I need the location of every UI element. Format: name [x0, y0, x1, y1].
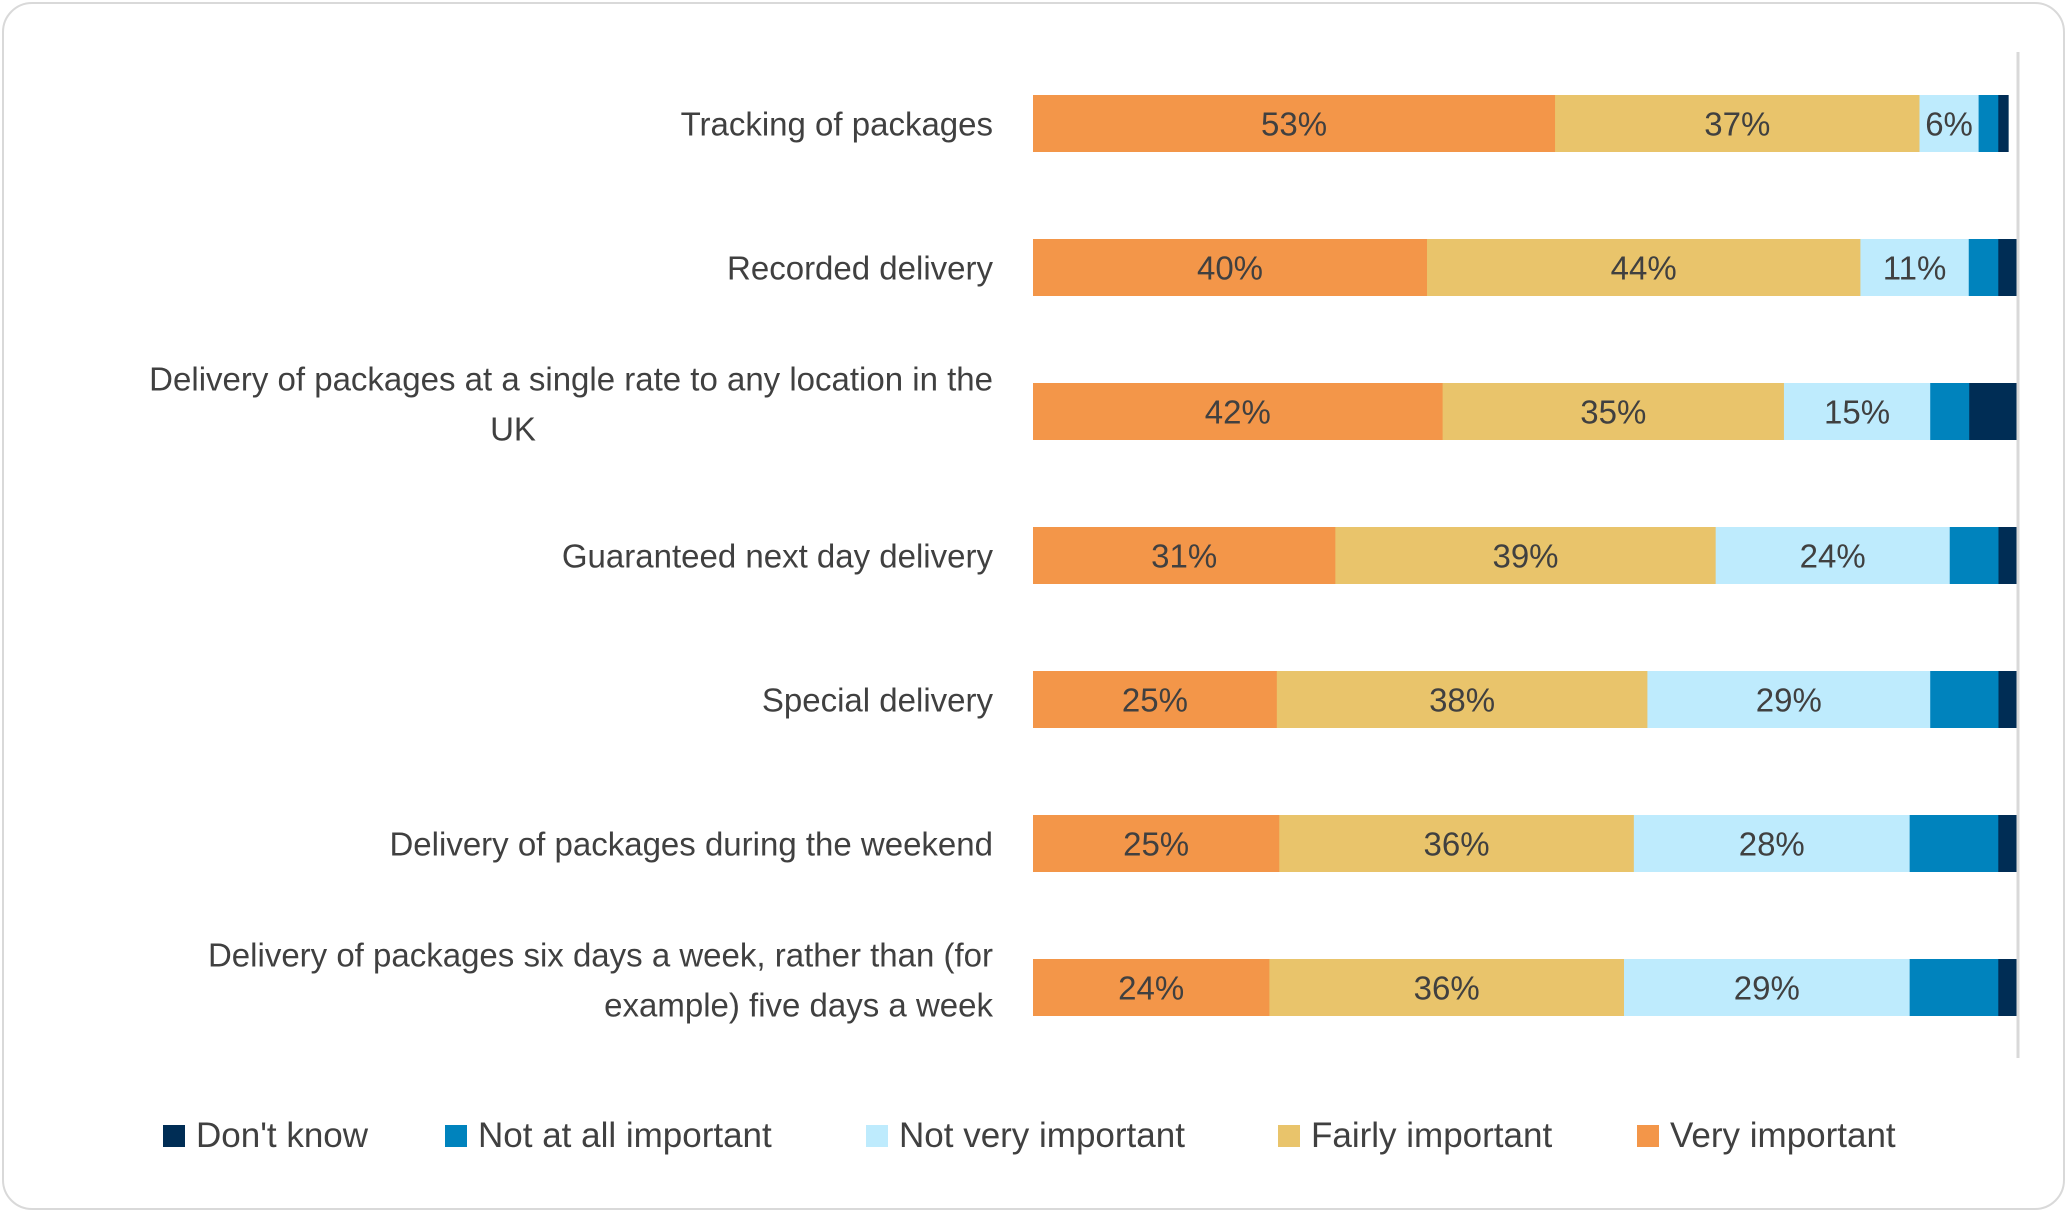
bar-segment-fairly-important: [1555, 95, 1920, 152]
bar-segment-not-at-all-important: [1909, 959, 1999, 1016]
legend-swatch: [1278, 1125, 1300, 1147]
bar-segment-very-important: [1033, 959, 1270, 1016]
category-label: Tracking of packages: [681, 106, 993, 143]
bar-segment-fairly-important: [1335, 527, 1717, 584]
data-label: 53%: [1261, 106, 1327, 143]
bar-segment-fairly-important: [1427, 239, 1861, 296]
data-label: 6%: [1925, 106, 1973, 143]
bar-segment-don-t-know: [1998, 239, 2019, 296]
bar-segment-fairly-important: [1442, 383, 1785, 440]
bar-segment-not-very-important: [1860, 239, 1970, 296]
data-label: 15%: [1824, 394, 1890, 431]
category-label: Delivery of packages six days a week, ra…: [208, 937, 993, 974]
data-label: 35%: [1580, 394, 1646, 431]
data-label: 25%: [1122, 682, 1188, 719]
bar-segment-not-very-important: [1919, 95, 1980, 152]
category-label: example) five days a week: [604, 987, 993, 1024]
bar-segment-don-t-know: [1969, 383, 2019, 440]
data-label: 44%: [1611, 250, 1677, 287]
category-label: Delivery of packages at a single rate to…: [149, 361, 993, 398]
legend-swatch: [445, 1125, 467, 1147]
bar-segment-very-important: [1033, 383, 1444, 440]
bar-segment-don-t-know: [1998, 671, 2019, 728]
bar-segment-not-very-important: [1624, 959, 1911, 1016]
category-label: Recorded delivery: [727, 250, 993, 287]
bar-segment-not-very-important: [1647, 671, 1931, 728]
data-label: 29%: [1756, 682, 1822, 719]
bar-segment-not-at-all-important: [1968, 239, 1999, 296]
data-label: 42%: [1205, 394, 1271, 431]
data-label: 39%: [1492, 538, 1558, 575]
data-label: 37%: [1704, 106, 1770, 143]
bar-segment-not-at-all-important: [1930, 671, 1999, 728]
bar-segment-don-t-know: [1998, 815, 2019, 872]
bar-segment-very-important: [1033, 671, 1278, 728]
bar-segment-fairly-important: [1276, 671, 1648, 728]
bar-segment-very-important: [1033, 95, 1556, 152]
bar-segment-not-very-important: [1783, 383, 1931, 440]
data-label: 40%: [1197, 250, 1263, 287]
data-label: 24%: [1118, 970, 1184, 1007]
legend-label: Fairly important: [1311, 1116, 1552, 1155]
category-label: UK: [490, 411, 536, 448]
bar-segment-very-important: [1033, 239, 1428, 296]
data-label: 28%: [1739, 826, 1805, 863]
data-label: 31%: [1151, 538, 1217, 575]
legend-label: Very important: [1670, 1116, 1896, 1155]
data-label: 29%: [1734, 970, 1800, 1007]
data-label: 24%: [1800, 538, 1866, 575]
bar-segment-not-at-all-important: [1978, 95, 1999, 152]
data-label: 25%: [1123, 826, 1189, 863]
bar-segment-very-important: [1033, 815, 1280, 872]
legend-swatch: [1637, 1125, 1659, 1147]
legend-label: Not at all important: [478, 1116, 772, 1155]
category-label: Delivery of packages during the weekend: [389, 826, 993, 863]
category-label: Guaranteed next day delivery: [562, 538, 994, 575]
data-label: 36%: [1414, 970, 1480, 1007]
bar-segment-don-t-know: [1998, 527, 2019, 584]
data-label: 36%: [1424, 826, 1490, 863]
legend-label: Not very important: [899, 1116, 1185, 1155]
bar-segment-fairly-important: [1269, 959, 1625, 1016]
bar-segment-don-t-know: [1998, 95, 2009, 152]
legend-swatch: [866, 1125, 888, 1147]
bar-segment-not-at-all-important: [1909, 815, 1999, 872]
bar-segment-not-very-important: [1715, 527, 1951, 584]
bar-segment-fairly-important: [1279, 815, 1635, 872]
bar-segment-not-at-all-important: [1949, 527, 1999, 584]
bar-segment-don-t-know: [1998, 959, 2019, 1016]
category-label: Special delivery: [762, 682, 994, 719]
legend-swatch: [163, 1125, 185, 1147]
bar-segment-not-at-all-important: [1930, 383, 1970, 440]
data-label: 11%: [1883, 250, 1947, 287]
bar-segment-very-important: [1033, 527, 1336, 584]
legend-label: Don't know: [196, 1116, 369, 1155]
bar-segment-not-very-important: [1633, 815, 1911, 872]
data-label: 38%: [1429, 682, 1495, 719]
